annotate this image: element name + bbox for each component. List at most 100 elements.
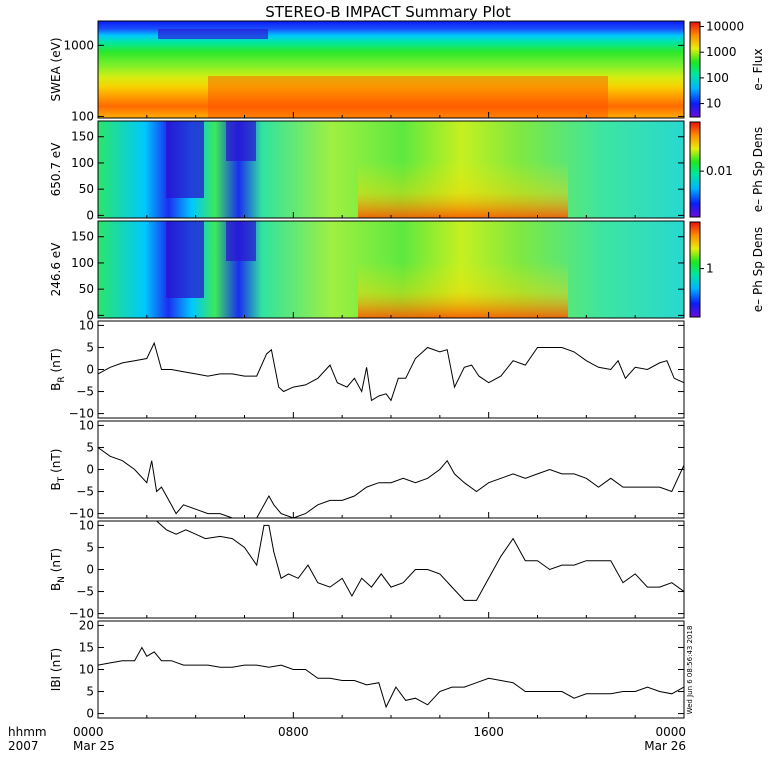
pad650-ytick-label-3: 150 <box>71 130 94 144</box>
swea-colorbar <box>690 22 700 117</box>
br-ylabel-unit: (nT) <box>49 348 63 376</box>
swea-colorbar-tick-label-0: 10 <box>706 97 721 111</box>
bn-ylabel-sub: N <box>57 576 67 583</box>
pad650-pad-dropout-1 <box>166 121 204 198</box>
bn-ytick-label-1: −5 <box>76 585 94 599</box>
bmag-ylabel: IBI (nT) <box>49 648 63 691</box>
pad246-pad-dropout-2 <box>226 221 256 261</box>
pad650-pad-dropout-2 <box>226 121 256 161</box>
bn-ytick-label-0: −10 <box>69 607 94 621</box>
bmag-ytick-label-2: 10 <box>79 663 94 677</box>
pad650-pad-warm-band <box>358 161 568 218</box>
br-ylabel-base: B <box>49 383 63 391</box>
pad650-ytick-label-0: 0 <box>86 208 94 222</box>
br-ylabel: BR (nT) <box>49 348 67 391</box>
bt-ylabel-sub: T <box>57 476 67 483</box>
bmag-ylabel-base: IBI <box>49 676 63 691</box>
pad246-colorbar-tick-label-0: 1 <box>706 262 714 276</box>
bn-ytick-label-4: 10 <box>79 518 94 532</box>
bmag-frame <box>97 620 685 719</box>
panel-br: −10 −5 0 5 10 BR (nT) <box>49 318 685 421</box>
pad650-spectrogram <box>98 121 684 218</box>
pad246-colorbar-frame <box>689 221 701 318</box>
x-corner-label-bottom: 2007 <box>8 739 39 753</box>
xtick-label-top-3: 0000 <box>655 725 686 739</box>
bt-ylabel: BT (nT) <box>49 449 67 491</box>
swea-low-flux-patch <box>158 29 268 39</box>
panel-bmag: 0 5 10 15 20 IBI (nT) <box>49 618 685 721</box>
bn-ytick-label-3: 5 <box>86 540 94 554</box>
x-corner-label-top: hhmm <box>8 725 47 739</box>
bt-ytick-label-4: 10 <box>79 418 94 432</box>
bt-frame <box>97 420 685 519</box>
panel-bt: −10 −5 0 5 10 BT (nT) <box>49 418 685 521</box>
xtick-label-bottom-3: Mar 26 <box>644 739 686 753</box>
br-frame <box>97 320 685 419</box>
xtick-label-bottom-0: Mar 25 <box>73 739 115 753</box>
br-ytick-label-2: 0 <box>86 363 94 377</box>
panel-pad246: 1 e– Ph Sp Dens 0 50 100 150 246.6 eV <box>49 220 765 322</box>
swea-colorbar-tick-label-1: 100 <box>706 71 729 85</box>
xtick-label-top-0: 0000 <box>73 725 104 739</box>
bn-ylabel: BN (nT) <box>49 548 67 591</box>
pad650-colorbar-tick-label-0: 0.01 <box>706 164 733 178</box>
xtick-label-top-1: 0800 <box>278 725 309 739</box>
bn-trace <box>156 521 684 601</box>
swea-high-flux-band <box>208 76 608 118</box>
swea-colorbar-label: e– Flux <box>751 48 765 90</box>
pad650-colorbar-label: e– Ph Sp Dens <box>751 127 765 212</box>
bmag-ytick-label-4: 20 <box>79 618 94 632</box>
bt-ytick-label-1: −5 <box>76 485 94 499</box>
swea-spectrogram <box>98 21 684 118</box>
pad246-ytick-label-0: 0 <box>86 308 94 322</box>
bn-ylabel-unit: (nT) <box>49 548 63 576</box>
swea-colorbar-tick-label-3: 10000 <box>706 20 744 34</box>
bn-frame <box>97 520 685 619</box>
pad246-ytick-label-1: 50 <box>79 282 94 296</box>
br-ylabel-sub: R <box>57 376 67 382</box>
pad246-ytick-label-2: 100 <box>71 256 94 270</box>
panel-pad650: 0.01 e– Ph Sp Dens 0 50 100 150 650.7 eV <box>49 120 765 222</box>
plot-title: STEREO-B IMPACT Summary Plot <box>265 3 511 21</box>
swea-colorbar-tick-label-2: 1000 <box>706 45 737 59</box>
pad650-ytick-label-1: 50 <box>79 182 94 196</box>
bt-ylabel-unit: (nT) <box>49 449 63 477</box>
swea-ylabel: SWEA (eV) <box>49 37 63 101</box>
bn-ytick-label-2: 0 <box>86 563 94 577</box>
pad650-colorbar-frame <box>689 121 701 218</box>
pad246-pad-dropout-1 <box>166 221 204 298</box>
pad246-colorbar-label: e– Ph Sp Dens <box>751 227 765 312</box>
bn-ylabel-base: B <box>49 583 63 591</box>
br-trace <box>98 341 684 402</box>
pad246-ytick-label-3: 150 <box>71 230 94 244</box>
bt-ytick-label-3: 5 <box>86 440 94 454</box>
swea-ytick-label-0: 100 <box>71 109 94 123</box>
xtick-label-top-2: 1600 <box>473 725 504 739</box>
bt-ytick-label-2: 0 <box>86 463 94 477</box>
swea-ytick-label-1: 1000 <box>63 38 94 52</box>
timestamp-label: Wed Jun 6 08:56:43 2018 <box>686 626 694 715</box>
bt-ylabel-base: B <box>49 482 63 490</box>
br-ytick-label-1: −5 <box>76 385 94 399</box>
br-ytick-label-4: 10 <box>79 318 94 332</box>
pad650-ylabel: 650.7 eV <box>49 142 63 197</box>
pad246-spectrogram <box>98 221 684 318</box>
swea-colorbar-frame <box>689 21 701 118</box>
pad246-ylabel: 246.6 eV <box>49 242 63 297</box>
bmag-trace <box>98 646 684 709</box>
pad246-colorbar <box>690 222 700 317</box>
bmag-ytick-label-0: 0 <box>86 707 94 721</box>
bmag-ytick-label-1: 5 <box>86 685 94 699</box>
pad246-pad-warm-band <box>358 261 568 318</box>
panel-bn: −10 −5 0 5 10 BN (nT) <box>49 518 685 621</box>
br-ytick-label-3: 5 <box>86 340 94 354</box>
bt-ytick-label-0: −10 <box>69 507 94 521</box>
bmag-ylabel-unit: (nT) <box>49 648 63 676</box>
pad650-ytick-label-2: 100 <box>71 156 94 170</box>
br-ytick-label-0: −10 <box>69 407 94 421</box>
bmag-ytick-label-3: 15 <box>79 640 94 654</box>
pad650-colorbar <box>690 122 700 217</box>
bt-trace <box>98 447 684 518</box>
